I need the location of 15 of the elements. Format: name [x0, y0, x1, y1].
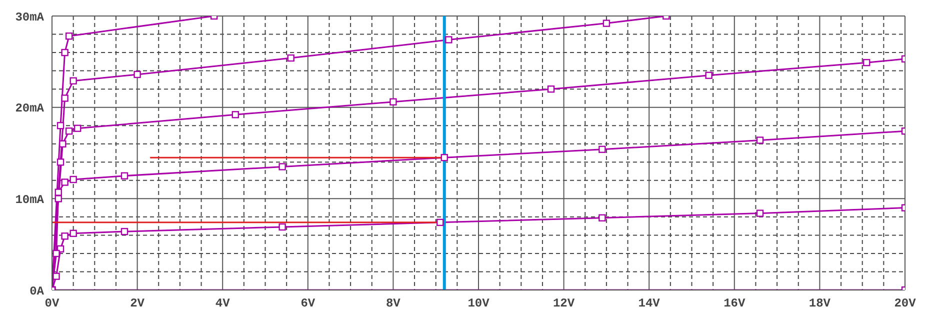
x-tick-label: 6V	[300, 296, 316, 311]
y-tick-label: 30mA	[15, 10, 45, 24]
x-tick-label: 2V	[130, 296, 146, 311]
x-tick-label: 0V	[44, 296, 60, 311]
x-tick-label: 18V	[808, 296, 832, 311]
y-tick-label: 20mA	[15, 102, 45, 116]
x-tick-label: 10V	[468, 296, 490, 311]
x-tick-label: 8V	[386, 296, 402, 311]
x-tick-label: 12V	[552, 296, 576, 311]
x-tick-label: 20V	[894, 296, 917, 311]
x-tick-label: 16V	[724, 296, 746, 311]
y-tick-label: 0A	[30, 284, 45, 298]
x-tick-label: 14V	[638, 296, 661, 311]
x-tick-label: 4V	[215, 296, 231, 311]
y-tick-label: 10mA	[15, 192, 45, 207]
